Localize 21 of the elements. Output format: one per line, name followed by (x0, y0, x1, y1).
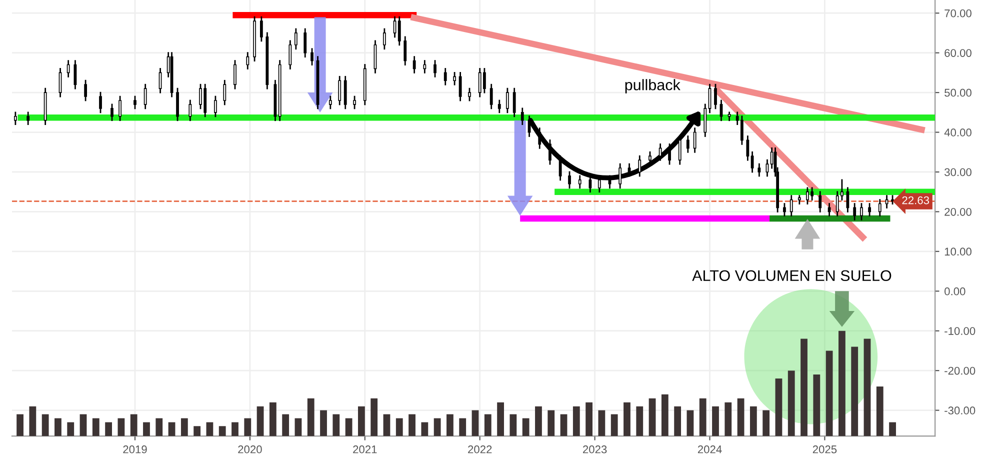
y-tick-label: -10.00 (944, 327, 976, 335)
y-tick-label: -20.00 (944, 366, 976, 375)
y-tick-label: 30.00 (944, 168, 972, 176)
x-tick-label: 2024 (698, 445, 722, 454)
y-tick-label: 40.00 (944, 128, 972, 136)
x-tick-label: 2023 (583, 445, 607, 454)
y-tick-label: 60.00 (944, 49, 972, 57)
y-tick-label: 50.00 (944, 88, 972, 97)
annotation: pullback (625, 79, 680, 94)
annotation: ALTO VOLUMEN EN SUELO (692, 270, 892, 282)
y-tick-label: 70.00 (944, 9, 972, 18)
y-tick-label: 10.00 (944, 248, 972, 256)
x-tick-label: 2022 (468, 445, 492, 454)
x-tick-label: 2020 (238, 445, 262, 454)
ref-line-label: 22.63 (902, 196, 930, 204)
x-tick-label: 2019 (123, 445, 147, 454)
y-tick-label: -30.00 (944, 406, 976, 414)
x-tick-label: 2021 (353, 445, 377, 454)
y-tick-label: 20.00 (944, 208, 972, 216)
y-tick-label: 0.00 (944, 287, 966, 296)
x-tick-label: 2025 (812, 445, 837, 454)
